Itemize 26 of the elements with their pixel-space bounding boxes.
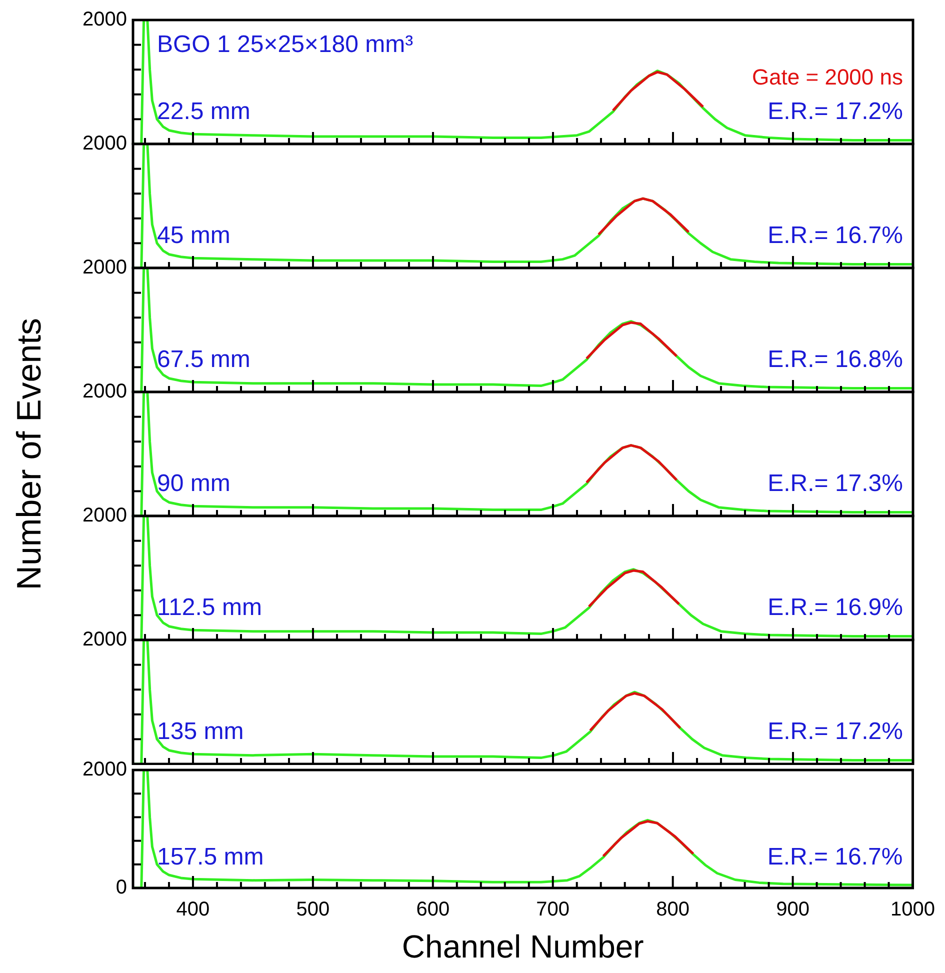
annotation: E.R.= 16.7% bbox=[767, 843, 903, 870]
annotation: 157.5 mm bbox=[157, 843, 264, 870]
annotation: 135 mm bbox=[157, 718, 244, 746]
annotation: E.R.= 16.9% bbox=[768, 594, 903, 622]
x-axis-title: Channel Number bbox=[402, 928, 644, 965]
x-tick-label: 500 bbox=[296, 898, 330, 921]
annotation: E.R.= 16.7% bbox=[768, 222, 903, 250]
y-axis-title: Number of Events bbox=[10, 318, 50, 590]
annotation: 90 mm bbox=[157, 470, 230, 498]
x-tick-label: 400 bbox=[176, 898, 210, 921]
annotation: 22.5 mm bbox=[157, 98, 250, 126]
annotation: 45 mm bbox=[157, 222, 230, 250]
annotation: E.R.= 17.3% bbox=[768, 470, 903, 498]
x-tick-label: 900 bbox=[776, 898, 810, 921]
annotation: E.R.= 16.8% bbox=[768, 346, 903, 374]
y-tick-label: 0 bbox=[116, 876, 127, 899]
annotation: E.R.= 17.2% bbox=[768, 98, 903, 126]
x-tick-label: 700 bbox=[536, 898, 570, 921]
annotation: 112.5 mm bbox=[157, 594, 262, 622]
text: Gate = 2000 ns bbox=[752, 64, 903, 90]
x-tick-label: 1000 bbox=[890, 898, 936, 921]
x-tick-label: 800 bbox=[656, 898, 690, 921]
x-tick-label: 600 bbox=[416, 898, 450, 921]
annotation: 67.5 mm bbox=[157, 346, 250, 374]
annotation: E.R.= 17.2% bbox=[768, 718, 903, 746]
text: BGO 1 25×25×180 mm³ bbox=[157, 31, 414, 58]
